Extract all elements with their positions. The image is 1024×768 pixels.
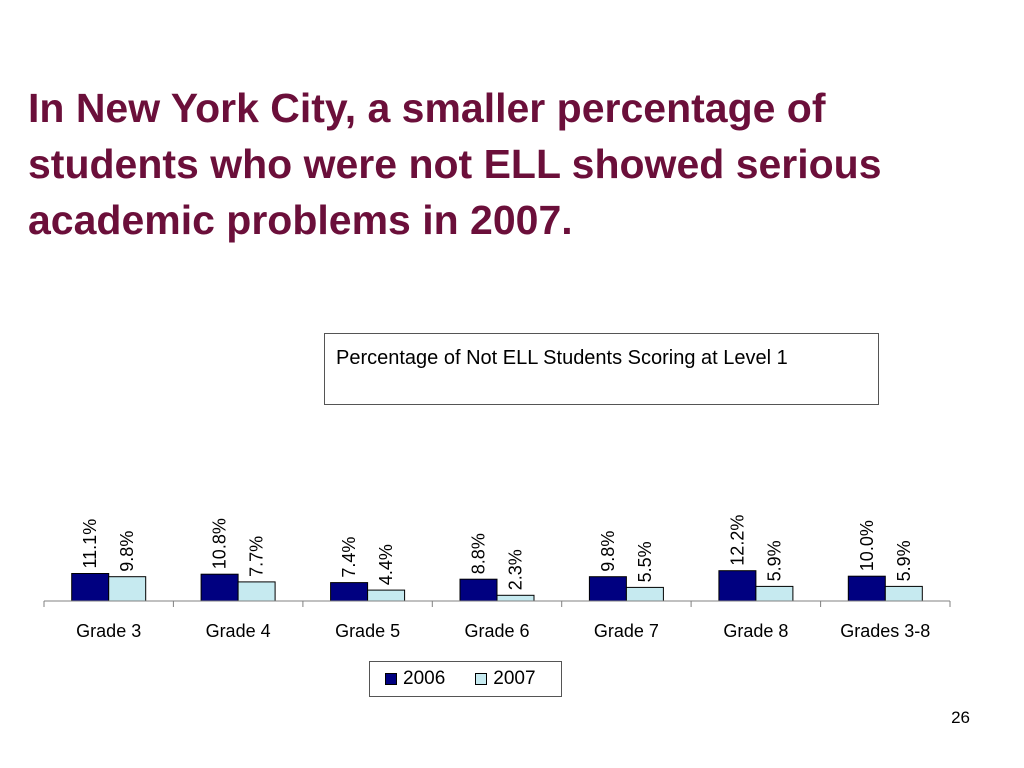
data-label-grades-3-8-2007: 5.9% xyxy=(894,540,914,581)
data-label-grade-4-2007: 7.7% xyxy=(247,536,267,577)
x-tick-label-grades-3-8: Grades 3-8 xyxy=(840,621,930,641)
bar-grade-4-2007 xyxy=(237,581,276,602)
bar-grade-7-2006 xyxy=(588,576,627,602)
data-label-grade-3-2006: 11.1% xyxy=(80,519,100,569)
data-label-grade-4-2006: 10.8% xyxy=(210,518,230,569)
bar-grade-6-2006 xyxy=(459,578,498,602)
legend-swatch-2007 xyxy=(475,673,488,685)
legend-label-2006: 2006 xyxy=(403,668,446,689)
bar-grade-5-2006 xyxy=(330,582,369,602)
bar-grade-8-2007 xyxy=(755,585,794,602)
legend-item-2007: 2007 xyxy=(475,668,536,690)
x-tick-label-grade-6: Grade 6 xyxy=(464,621,529,641)
bar-grade-3-2006 xyxy=(71,573,110,602)
data-label-grade-3-2007: 9.8% xyxy=(117,531,137,572)
data-label-grades-3-8-2006: 10.0% xyxy=(857,520,877,571)
bar-grade-7-2007 xyxy=(625,586,664,602)
data-label-grade-8-2007: 5.9% xyxy=(764,540,784,581)
bar-grades-3-8-2006 xyxy=(847,575,886,602)
x-tick-label-grade-8: Grade 8 xyxy=(723,621,788,641)
bar-grade-5-2007 xyxy=(367,589,406,602)
slide-title: In New York City, a smaller percentage o… xyxy=(28,85,882,243)
data-label-grade-6-2007: 2.3% xyxy=(506,549,526,590)
bar-grades-3-8-2007 xyxy=(884,585,923,602)
chart-title: Percentage of Not ELL Students Scoring a… xyxy=(324,333,879,405)
data-label-grade-6-2006: 8.8% xyxy=(469,533,489,574)
data-label-grade-7-2007: 5.5% xyxy=(635,541,655,582)
bar-grade-4-2006 xyxy=(200,573,239,602)
legend-swatch-2006 xyxy=(385,673,397,685)
bar-grade-6-2007 xyxy=(496,594,535,602)
data-label-grade-5-2007: 4.4% xyxy=(376,544,396,585)
data-label-grade-7-2006: 9.8% xyxy=(598,531,618,572)
legend-item-2006: 2006 xyxy=(385,668,445,690)
x-tick-label-grade-7: Grade 7 xyxy=(594,621,659,641)
x-tick-label-grade-4: Grade 4 xyxy=(206,621,271,641)
chart-legend: 2006 2007 xyxy=(369,661,562,697)
bar-grade-8-2006 xyxy=(718,570,757,602)
bar-grade-3-2007 xyxy=(108,576,147,602)
legend-label-2007: 2007 xyxy=(493,668,536,689)
page-number: 26 xyxy=(951,708,970,727)
data-label-grade-8-2006: 12.2% xyxy=(727,515,747,566)
x-tick-label-grade-5: Grade 5 xyxy=(335,621,400,641)
x-tick-label-grade-3: Grade 3 xyxy=(76,621,141,641)
data-label-grade-5-2006: 7.4% xyxy=(339,537,359,578)
